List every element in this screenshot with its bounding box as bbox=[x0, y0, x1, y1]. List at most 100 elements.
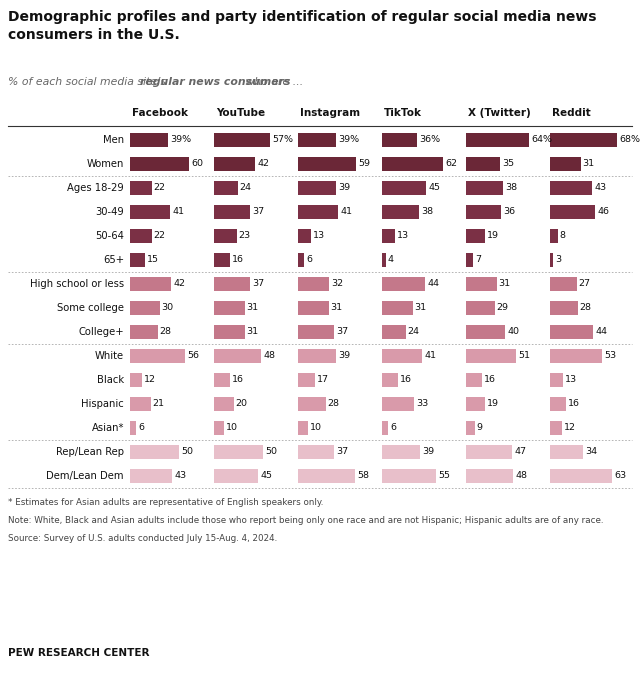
Text: 53: 53 bbox=[604, 352, 616, 361]
Bar bbox=[298, 301, 328, 315]
Text: 40: 40 bbox=[508, 328, 520, 336]
Bar bbox=[130, 228, 152, 243]
Bar bbox=[298, 228, 311, 243]
Bar bbox=[214, 373, 230, 388]
Bar bbox=[130, 276, 172, 291]
Text: Note: White, Black and Asian adults include those who report being only one race: Note: White, Black and Asian adults incl… bbox=[8, 516, 604, 525]
Text: 16: 16 bbox=[232, 255, 244, 264]
Text: 30-49: 30-49 bbox=[95, 207, 124, 217]
Text: regular news consumers: regular news consumers bbox=[140, 77, 291, 87]
Text: 34: 34 bbox=[586, 448, 598, 456]
Text: 9: 9 bbox=[477, 423, 483, 433]
Bar bbox=[550, 133, 617, 148]
Bar bbox=[382, 468, 436, 483]
Text: 28: 28 bbox=[159, 328, 172, 336]
Text: 68%: 68% bbox=[619, 135, 640, 144]
Bar bbox=[214, 445, 263, 460]
Text: 44: 44 bbox=[595, 328, 607, 336]
Text: 16: 16 bbox=[484, 375, 496, 384]
Bar bbox=[466, 301, 495, 315]
Bar bbox=[214, 421, 224, 435]
Text: 45: 45 bbox=[428, 183, 440, 193]
Text: 65+: 65+ bbox=[103, 255, 124, 265]
Text: 31: 31 bbox=[246, 328, 259, 336]
Bar bbox=[214, 133, 270, 148]
Text: Some college: Some college bbox=[57, 303, 124, 313]
Bar bbox=[214, 468, 259, 483]
Text: 63: 63 bbox=[614, 472, 626, 481]
Bar bbox=[382, 181, 426, 195]
Text: 15: 15 bbox=[147, 255, 159, 264]
Text: TikTok: TikTok bbox=[384, 108, 422, 118]
Bar bbox=[130, 253, 145, 268]
Text: 13: 13 bbox=[564, 375, 577, 384]
Bar bbox=[298, 156, 356, 171]
Text: Rep/Lean Rep: Rep/Lean Rep bbox=[56, 447, 124, 457]
Bar bbox=[382, 133, 417, 148]
Text: 19: 19 bbox=[486, 400, 499, 408]
Bar bbox=[214, 396, 234, 411]
Bar bbox=[298, 276, 330, 291]
Bar bbox=[130, 445, 179, 460]
Bar bbox=[214, 253, 230, 268]
Bar bbox=[466, 205, 501, 220]
Text: Source: Survey of U.S. adults conducted July 15-Aug. 4, 2024.: Source: Survey of U.S. adults conducted … bbox=[8, 534, 277, 543]
Bar bbox=[214, 228, 237, 243]
Text: 43: 43 bbox=[595, 183, 607, 193]
Bar bbox=[298, 445, 335, 460]
Text: 64%: 64% bbox=[531, 135, 552, 144]
Text: 41: 41 bbox=[424, 352, 436, 361]
Bar bbox=[466, 445, 512, 460]
Text: Black: Black bbox=[97, 375, 124, 385]
Bar bbox=[550, 253, 553, 268]
Bar bbox=[466, 276, 497, 291]
Text: 38: 38 bbox=[421, 208, 433, 216]
Bar bbox=[130, 205, 170, 220]
Text: 37: 37 bbox=[337, 328, 349, 336]
Text: 3: 3 bbox=[555, 255, 561, 264]
Bar bbox=[466, 253, 473, 268]
Bar bbox=[298, 396, 326, 411]
Text: 60: 60 bbox=[191, 160, 203, 168]
Text: 23: 23 bbox=[239, 231, 251, 241]
Text: 38: 38 bbox=[506, 183, 518, 193]
Text: Instagram: Instagram bbox=[300, 108, 360, 118]
Text: 8: 8 bbox=[560, 231, 566, 241]
Text: 19: 19 bbox=[486, 231, 499, 241]
Bar bbox=[130, 181, 152, 195]
Text: 59: 59 bbox=[358, 160, 370, 168]
Text: X (Twitter): X (Twitter) bbox=[468, 108, 531, 118]
Bar bbox=[298, 421, 308, 435]
Bar bbox=[466, 181, 504, 195]
Text: YouTube: YouTube bbox=[216, 108, 265, 118]
Bar bbox=[466, 373, 482, 388]
Bar bbox=[550, 396, 566, 411]
Text: 16: 16 bbox=[568, 400, 580, 408]
Bar bbox=[130, 156, 189, 171]
Text: 45: 45 bbox=[260, 472, 272, 481]
Bar bbox=[298, 133, 337, 148]
Text: 32: 32 bbox=[332, 280, 344, 288]
Text: * Estimates for Asian adults are representative of English speakers only.: * Estimates for Asian adults are represe… bbox=[8, 498, 323, 507]
Bar bbox=[382, 301, 413, 315]
Text: 56: 56 bbox=[187, 352, 199, 361]
Bar bbox=[130, 468, 172, 483]
Bar bbox=[382, 445, 420, 460]
Text: 47: 47 bbox=[515, 448, 526, 456]
Text: 22: 22 bbox=[154, 183, 166, 193]
Text: 17: 17 bbox=[317, 375, 329, 384]
Text: 42: 42 bbox=[173, 280, 186, 288]
Text: 22: 22 bbox=[154, 231, 166, 241]
Bar bbox=[550, 276, 577, 291]
Bar bbox=[214, 301, 244, 315]
Text: Hispanic: Hispanic bbox=[81, 399, 124, 409]
Bar bbox=[550, 468, 612, 483]
Bar bbox=[298, 468, 355, 483]
Bar bbox=[298, 325, 335, 340]
Bar bbox=[298, 253, 304, 268]
Text: 6: 6 bbox=[138, 423, 144, 433]
Bar bbox=[382, 276, 426, 291]
Text: 39%: 39% bbox=[170, 135, 191, 144]
Text: 4: 4 bbox=[388, 255, 394, 264]
Bar bbox=[466, 396, 484, 411]
